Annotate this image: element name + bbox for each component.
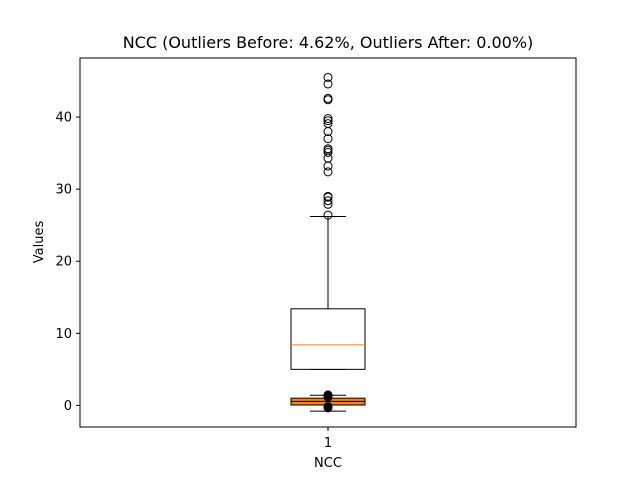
y-tick-label: 30 [55,183,72,198]
outlier-point-before [323,72,333,82]
outlier-point-after [323,390,333,400]
outlier-point-before [323,147,333,157]
y-axis: 0 10 20 30 40 [55,111,80,414]
chart-title: NCC (Outliers Before: 4.62%, Outliers Af… [123,33,534,52]
y-axis-label: Values [32,221,47,264]
outlier-point-before [323,116,333,126]
outlier-point-before [323,161,333,171]
outlier-point-before [323,79,333,89]
y-tick-label: 40 [55,111,72,126]
outlier-point-before [323,119,333,129]
boxes-layer [290,72,366,413]
box-after [290,390,366,413]
box-before [290,72,366,370]
outlier-point-before [323,114,333,124]
outlier-point-before [323,210,333,220]
outlier-point-before [323,196,333,206]
outlier-point-before [323,144,333,154]
x-axis-label: NCC [314,456,342,471]
y-tick-label: 0 [64,399,72,414]
y-tick-label: 10 [55,327,72,342]
iqr-box-before [290,308,366,370]
outlier-point-before [323,93,333,103]
outlier-point-before [323,134,333,144]
x-axis: 1 [324,427,332,451]
y-tick-label: 20 [55,255,72,270]
outlier-point-before [323,167,333,177]
outlier-point-after [323,403,333,413]
outlier-point-before [323,191,333,201]
x-tick-label: 1 [324,436,332,451]
